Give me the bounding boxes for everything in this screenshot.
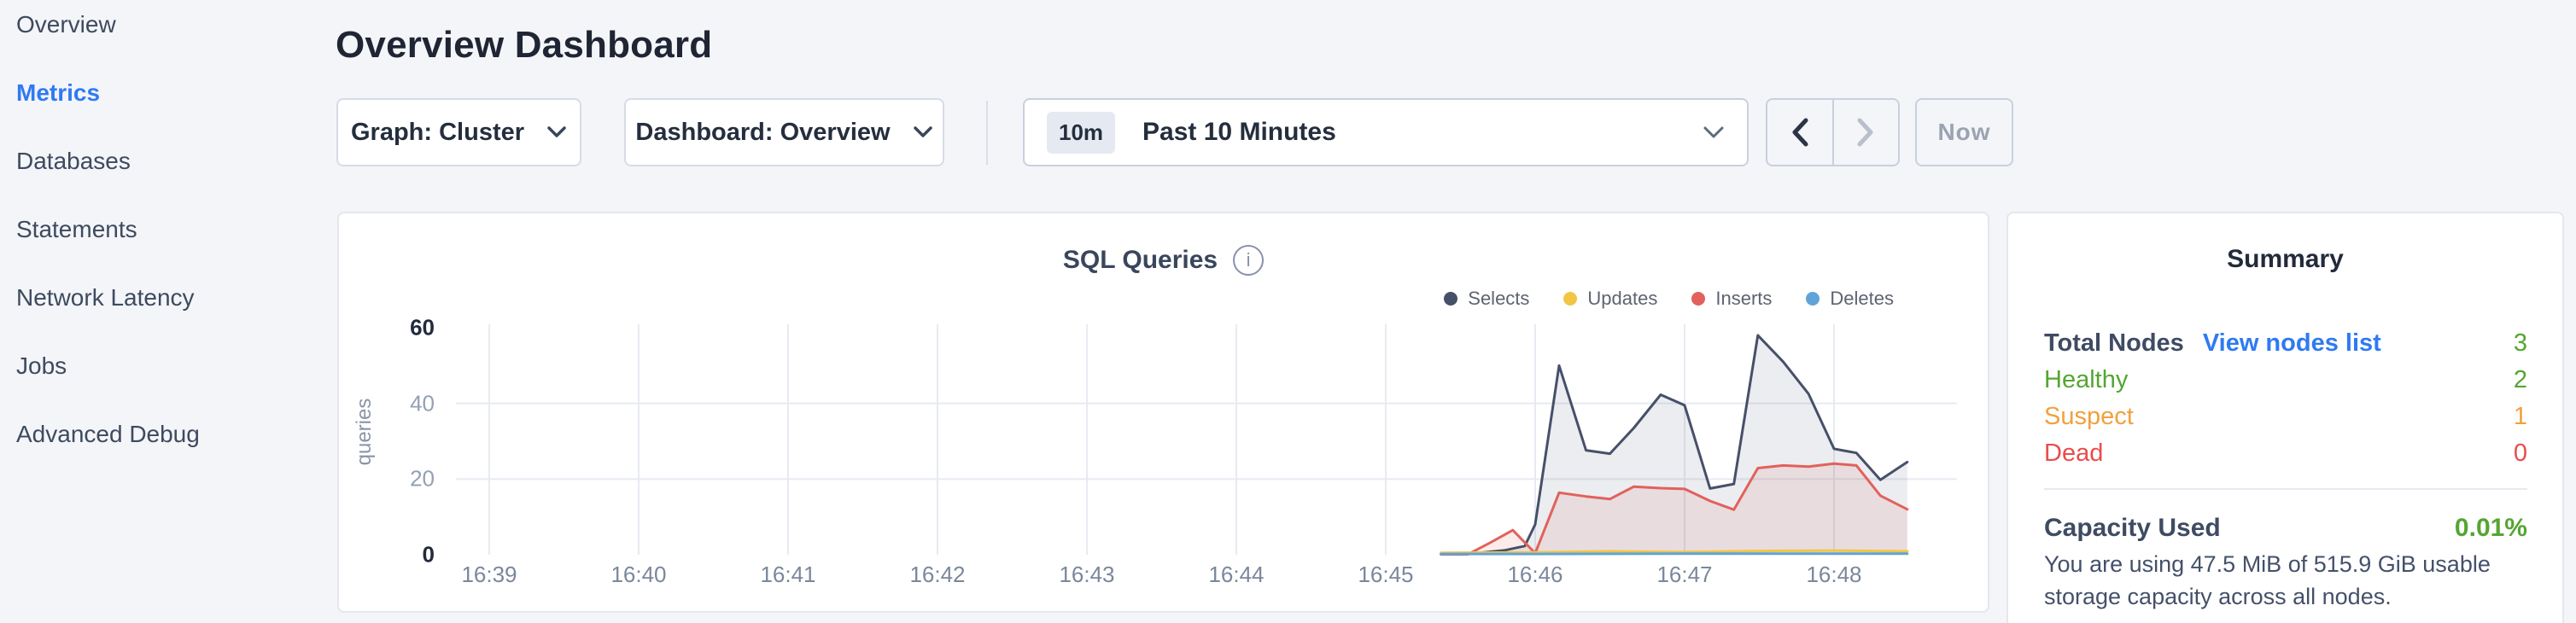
chart-legend: Selects Updates Inserts Deletes (1444, 288, 1894, 310)
status-label: Healthy (2044, 366, 2129, 393)
y-tick-label: 60 (410, 314, 435, 341)
y-tick-label: 20 (410, 465, 435, 492)
next-time-button[interactable] (1831, 100, 1899, 165)
controls-divider (986, 101, 988, 165)
sidebar-item-advanced-debug[interactable]: Advanced Debug (16, 421, 200, 447)
sidebar-item-databases[interactable]: Databases (16, 148, 131, 174)
time-range-select[interactable]: 10m Past 10 Minutes (1023, 98, 1749, 166)
y-axis-label: queries (353, 398, 376, 466)
summary-divider (2044, 488, 2527, 490)
chevron-down-icon (1703, 125, 1725, 140)
prev-time-button[interactable] (1767, 100, 1832, 165)
sidebar-item-network-latency[interactable]: Network Latency (16, 284, 195, 311)
legend-label: Inserts (1715, 288, 1773, 309)
status-row-suspect: Suspect 1 (2044, 399, 2527, 435)
x-tick-label: 16:47 (1656, 562, 1713, 587)
sidebar-item-metrics[interactable]: Metrics (16, 79, 101, 106)
legend-item-deletes[interactable]: Deletes (1806, 288, 1894, 310)
total-nodes-value: 3 (2513, 329, 2527, 357)
graph-dropdown-label: Graph: Cluster (350, 118, 525, 146)
summary-rows: Total Nodes View nodes list 3 Healthy 2 Su… (2044, 325, 2527, 472)
legend-dot-icon (1691, 292, 1706, 306)
view-nodes-list-link[interactable]: View nodes list (2202, 329, 2381, 357)
legend-dot-icon (1563, 292, 1578, 306)
x-tick-label: 16:42 (909, 562, 966, 587)
summary-title: Summary (2227, 245, 2344, 273)
legend-item-updates[interactable]: Updates (1563, 288, 1657, 310)
x-tick-label: 16:41 (760, 562, 816, 587)
sidebar-item-jobs[interactable]: Jobs (16, 352, 67, 379)
chart-title: SQL Queries (1062, 246, 1218, 274)
dashboard-dropdown[interactable]: Dashboard: Overview (624, 98, 944, 166)
status-label: Dead (2044, 440, 2104, 467)
x-tick-label: 16:43 (1059, 562, 1115, 587)
x-tick-label: 16:39 (461, 562, 517, 587)
chevron-down-icon (546, 125, 567, 139)
legend-label: Selects (1468, 288, 1530, 309)
x-tick-label: 16:44 (1208, 562, 1265, 587)
legend-item-inserts[interactable]: Inserts (1691, 288, 1772, 310)
graph-dropdown[interactable]: Graph: Cluster (336, 98, 581, 166)
time-step-group (1766, 98, 1900, 166)
y-tick-label: 40 (410, 390, 435, 416)
capacity-used-value: 0.01% (2454, 514, 2527, 542)
dashboard-dropdown-label: Dashboard: Overview (635, 118, 891, 146)
chevron-down-icon (913, 125, 933, 139)
legend-dot-icon (1806, 292, 1820, 306)
x-tick-label: 16:48 (1806, 562, 1862, 587)
sidebar-item-statements[interactable]: Statements (16, 216, 137, 242)
total-nodes-row: Total Nodes View nodes list 3 (2044, 325, 2527, 362)
capacity-description: You are using 47.5 MiB of 515.9 GiB usab… (2044, 551, 2491, 609)
capacity-row: Capacity Used 0.01% (2044, 514, 2527, 543)
x-tick-label: 16:45 (1358, 562, 1414, 587)
chart-plot-area (456, 324, 1957, 556)
sql-queries-chart-card: SQL Queries i Selects Updates Inserts Delet… (337, 212, 1989, 613)
node-status-rows: Healthy 2 Suspect 1 Dead 0 (2044, 362, 2527, 472)
status-value: 0 (2513, 440, 2527, 467)
now-button[interactable]: Now (1915, 98, 2013, 166)
chart-header: SQL Queries i (339, 245, 1988, 276)
time-range-badge: 10m (1047, 111, 1116, 154)
status-row-dead: Dead 0 (2044, 435, 2527, 472)
x-tick-label: 16:46 (1507, 562, 1563, 587)
sidebar-item-overview[interactable]: Overview (16, 11, 116, 38)
legend-label: Updates (1587, 288, 1658, 309)
status-label: Suspect (2044, 403, 2134, 430)
legend-dot-icon (1444, 292, 1458, 306)
sidebar-nav: Overview Metrics Databases Statements Networ… (16, 10, 298, 448)
time-range-label: Past 10 Minutes (1142, 118, 1336, 146)
summary-panel: Summary Total Nodes View nodes list 3 He… (2006, 212, 2564, 623)
x-tick-label: 16:40 (610, 562, 667, 587)
status-value: 1 (2513, 403, 2527, 430)
capacity-used-label: Capacity Used (2044, 514, 2221, 542)
info-icon[interactable]: i (1233, 245, 1265, 276)
status-value: 2 (2513, 366, 2527, 393)
total-nodes-label: Total Nodes (2044, 329, 2184, 357)
status-row-healthy: Healthy 2 (2044, 362, 2527, 399)
page-title: Overview Dashboard (336, 24, 713, 66)
y-tick-label: 0 (422, 541, 435, 568)
legend-label: Deletes (1830, 288, 1894, 309)
legend-item-selects[interactable]: Selects (1444, 288, 1529, 310)
